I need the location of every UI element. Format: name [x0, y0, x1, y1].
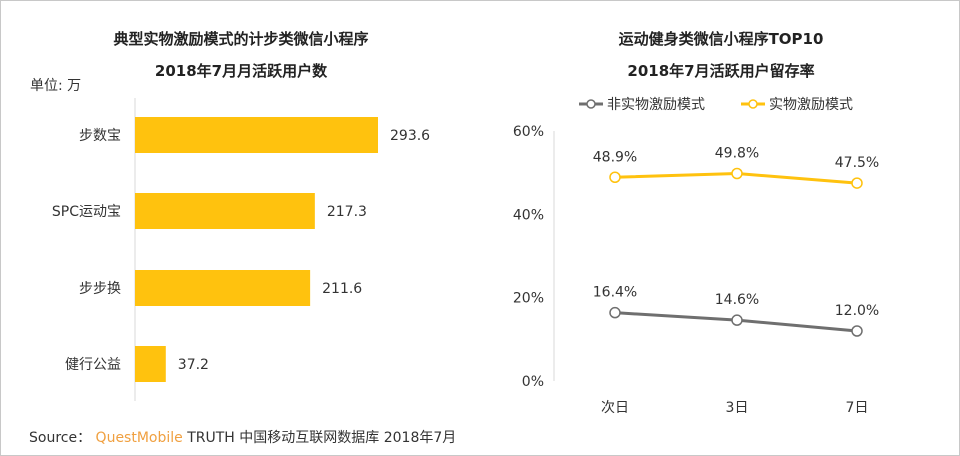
bar-category-label: 步数宝: [79, 128, 121, 144]
bar-value-label: 217.3: [327, 204, 367, 220]
x-tick-label: 次日: [601, 400, 629, 416]
legend-label: 非实物激励模式: [607, 96, 705, 113]
data-point: [609, 306, 621, 319]
bar: [135, 117, 378, 153]
y-tick-label: 60%: [513, 124, 544, 140]
line-chart-subtitle: 2018年7月活跃用户留存率: [627, 62, 814, 80]
source-note: Source： QuestMobile TRUTH 中国移动互联网数据库 201…: [29, 427, 456, 447]
source-text: TRUTH 中国移动互联网数据库 2018年7月: [187, 430, 457, 446]
bar-value-label: 211.6: [322, 281, 362, 297]
data-point: [731, 314, 743, 326]
data-point: [851, 177, 863, 189]
data-label: 48.9%: [593, 149, 637, 165]
legend-marker: [586, 99, 596, 109]
legend-label: 实物激励模式: [769, 96, 853, 113]
bar-value-label: 293.6: [390, 128, 430, 144]
data-label: 12.0%: [835, 303, 879, 319]
bar-category-label: 健行公益: [65, 357, 121, 373]
bar: [135, 270, 311, 306]
source-brand: QuestMobile: [95, 430, 183, 446]
source-prefix: Source：: [29, 430, 92, 446]
x-tick-label: 7日: [846, 400, 869, 416]
y-tick-label: 40%: [513, 207, 544, 223]
data-point: [731, 167, 743, 180]
y-tick-label: 0%: [522, 374, 544, 390]
data-point: [609, 171, 621, 183]
bar: [135, 193, 315, 229]
data-label: 16.4%: [593, 285, 637, 301]
bar-category-label: SPC运动宝: [52, 204, 121, 220]
legend-marker: [748, 99, 758, 109]
bar-chart-subtitle: 2018年7月月活跃用户数: [155, 62, 328, 80]
bar-value-label: 37.2: [178, 357, 209, 373]
line-chart-title: 运动健身类微信小程序TOP10: [619, 30, 824, 48]
unit-label: 单位: 万: [30, 78, 81, 94]
bar-category-label: 步步换: [79, 280, 121, 297]
data-point: [851, 325, 863, 337]
bar-chart-title: 典型实物激励模式的计步类微信小程序: [113, 30, 368, 48]
bar: [135, 346, 166, 382]
data-label: 49.8%: [715, 146, 759, 162]
y-tick-label: 20%: [513, 291, 544, 307]
data-label: 14.6%: [715, 292, 759, 308]
x-tick-label: 3日: [726, 400, 749, 416]
data-label: 47.5%: [835, 155, 879, 171]
